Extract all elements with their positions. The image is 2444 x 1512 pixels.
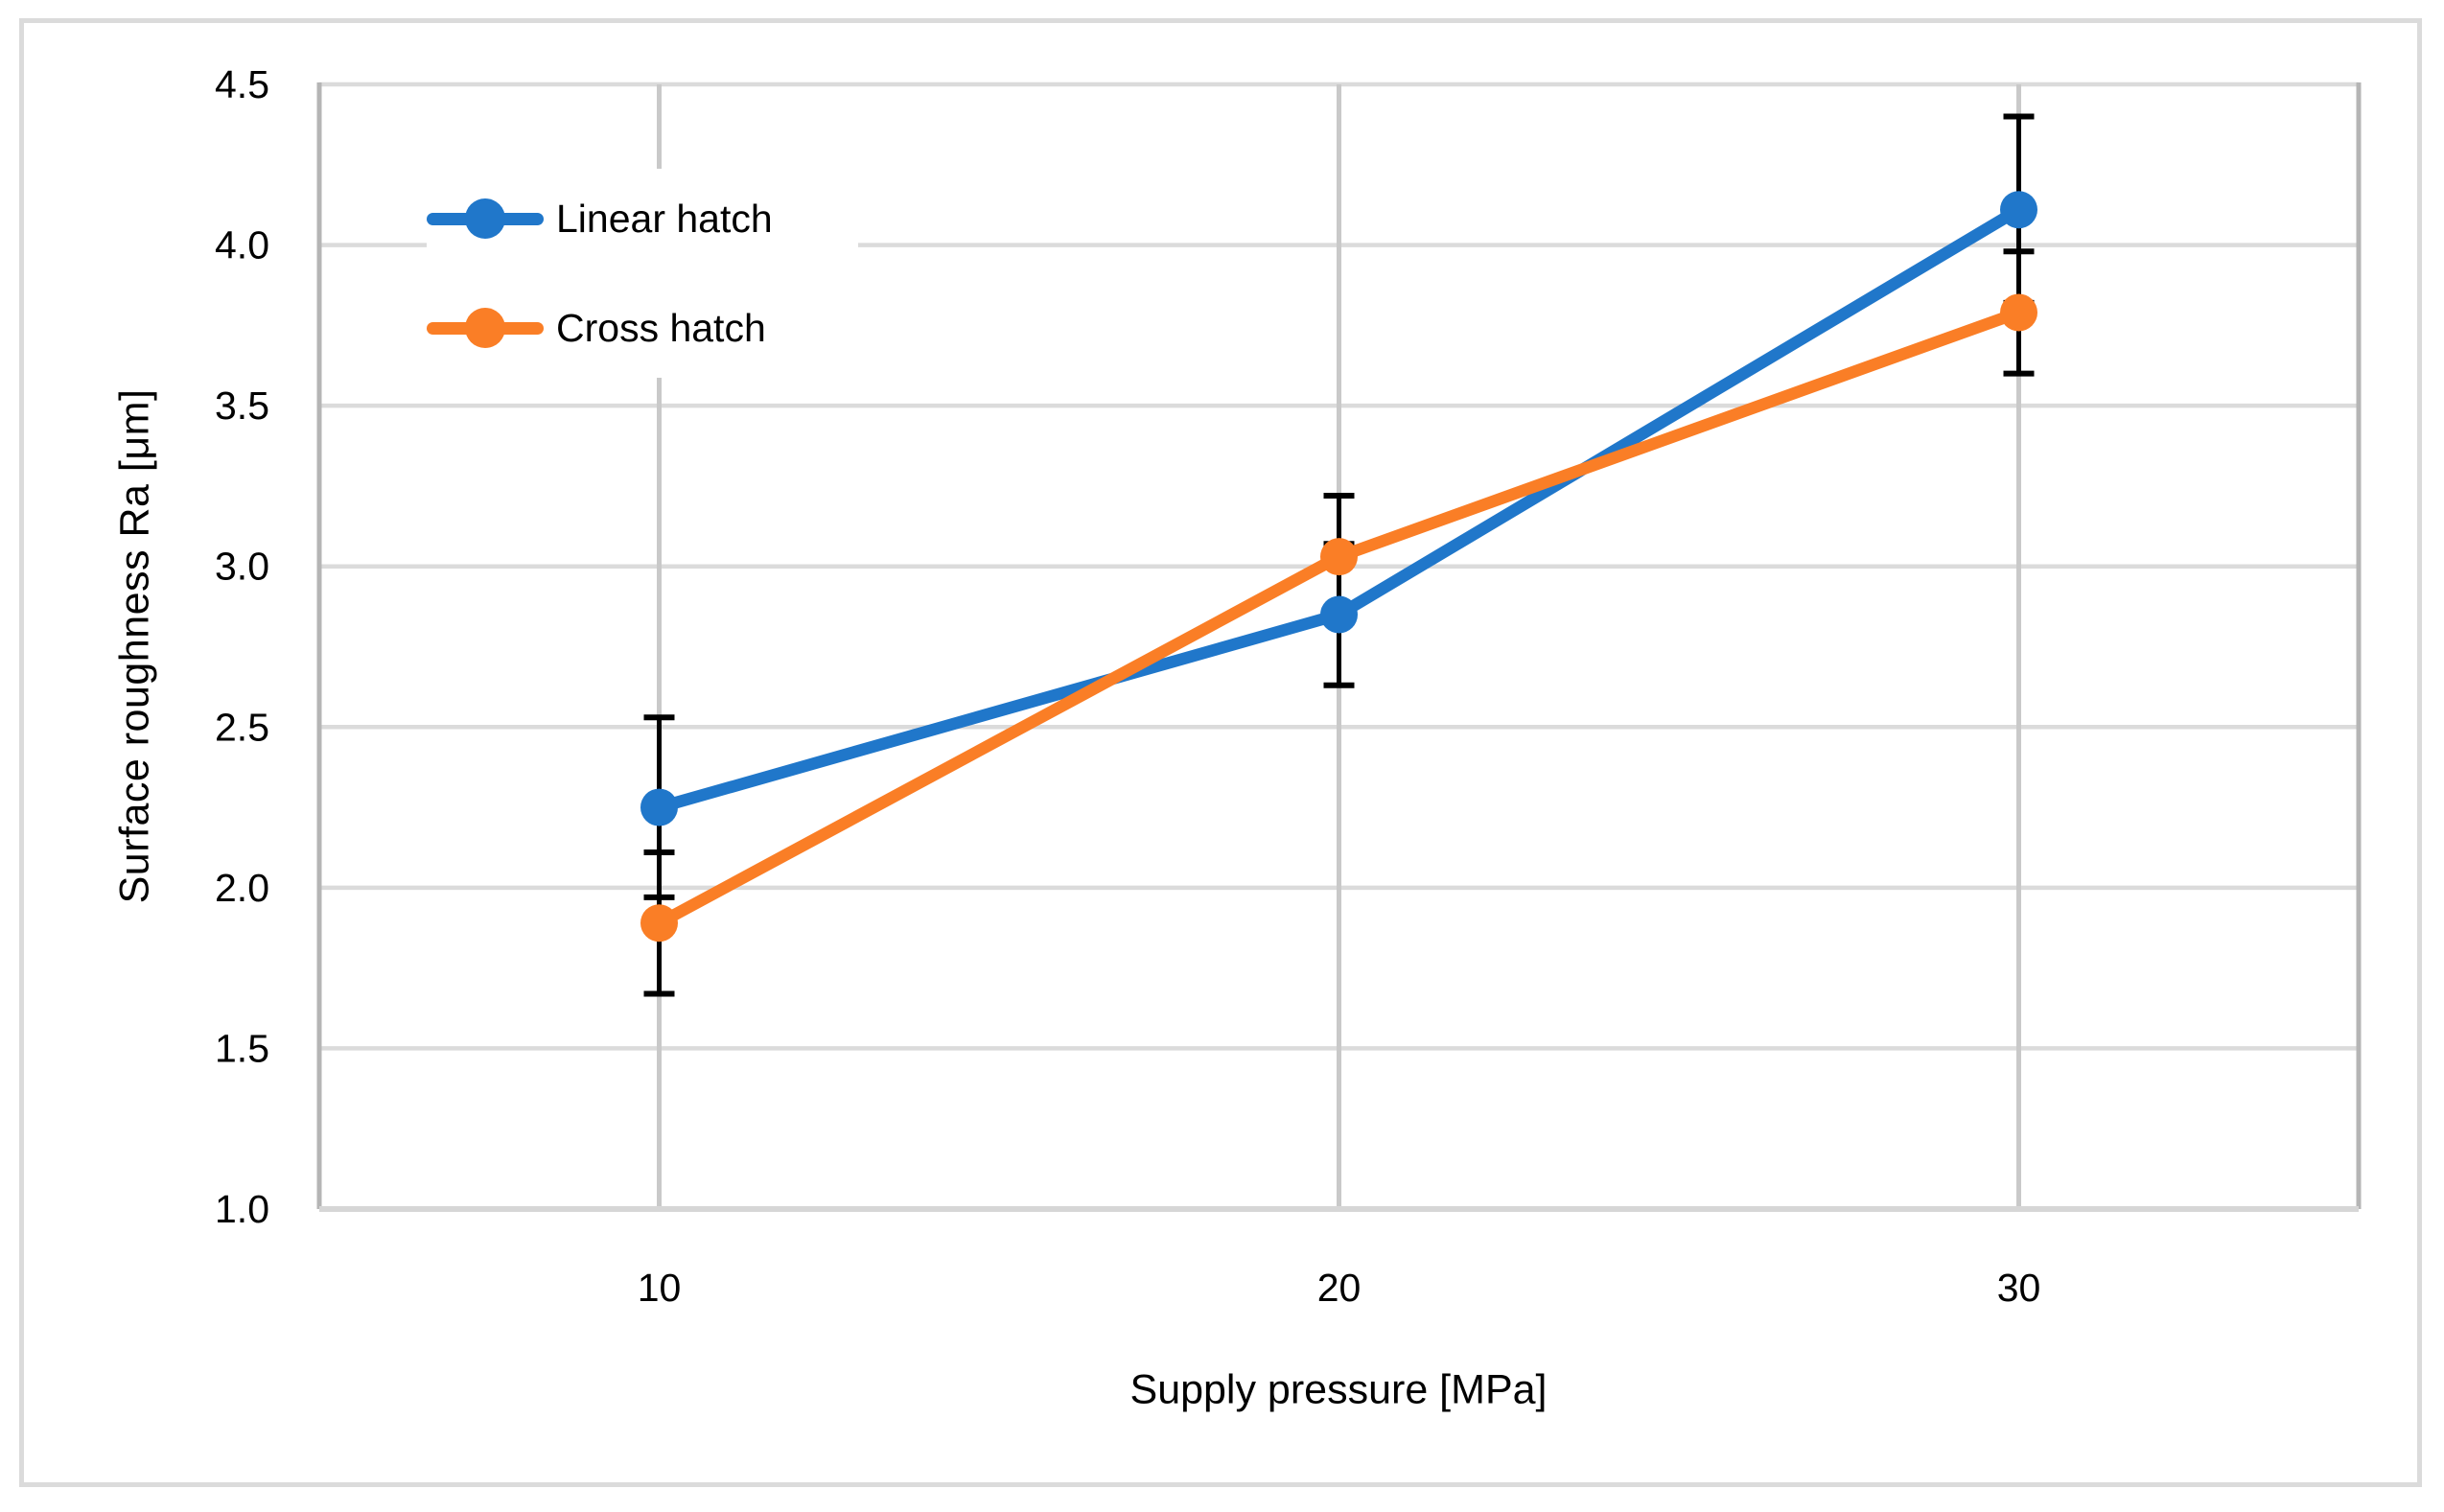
legend-marker-dot — [465, 308, 505, 348]
x-tick-label: 10 — [638, 1266, 682, 1310]
data-point-marker — [1320, 595, 1358, 634]
y-axis-title: Surface roughness Ra [μm] — [111, 388, 158, 904]
y-tick-label: 2.5 — [215, 705, 269, 749]
data-point-marker — [2000, 191, 2037, 229]
legend-item-cross-hatch: Cross hatch — [427, 278, 858, 378]
y-tick-label: 3.0 — [215, 545, 269, 589]
x-tick-label: 20 — [1317, 1266, 1362, 1310]
y-tick-label: 4.5 — [215, 62, 269, 106]
chart-outer-border — [19, 18, 2422, 1487]
legend: Linear hatch Cross hatch — [427, 169, 858, 378]
legend-swatch — [427, 198, 544, 240]
y-tick-label: 4.0 — [215, 223, 269, 268]
legend-item-linear-hatch: Linear hatch — [427, 169, 858, 268]
legend-label: Linear hatch — [556, 196, 773, 241]
legend-label: Cross hatch — [556, 305, 766, 350]
data-point-marker — [640, 788, 678, 826]
y-tick-label: 2.0 — [215, 866, 269, 910]
legend-swatch — [427, 307, 544, 349]
data-point-marker — [640, 904, 678, 942]
data-point-marker — [1320, 538, 1358, 576]
x-axis-title: Supply pressure [MPa] — [1129, 1366, 1548, 1413]
y-tick-label: 1.5 — [215, 1026, 269, 1070]
data-point-marker — [2000, 293, 2037, 332]
legend-marker-dot — [465, 198, 505, 239]
y-tick-label: 3.5 — [215, 384, 269, 428]
y-tick-label: 1.0 — [215, 1187, 269, 1231]
x-tick-label: 30 — [1997, 1266, 2041, 1310]
